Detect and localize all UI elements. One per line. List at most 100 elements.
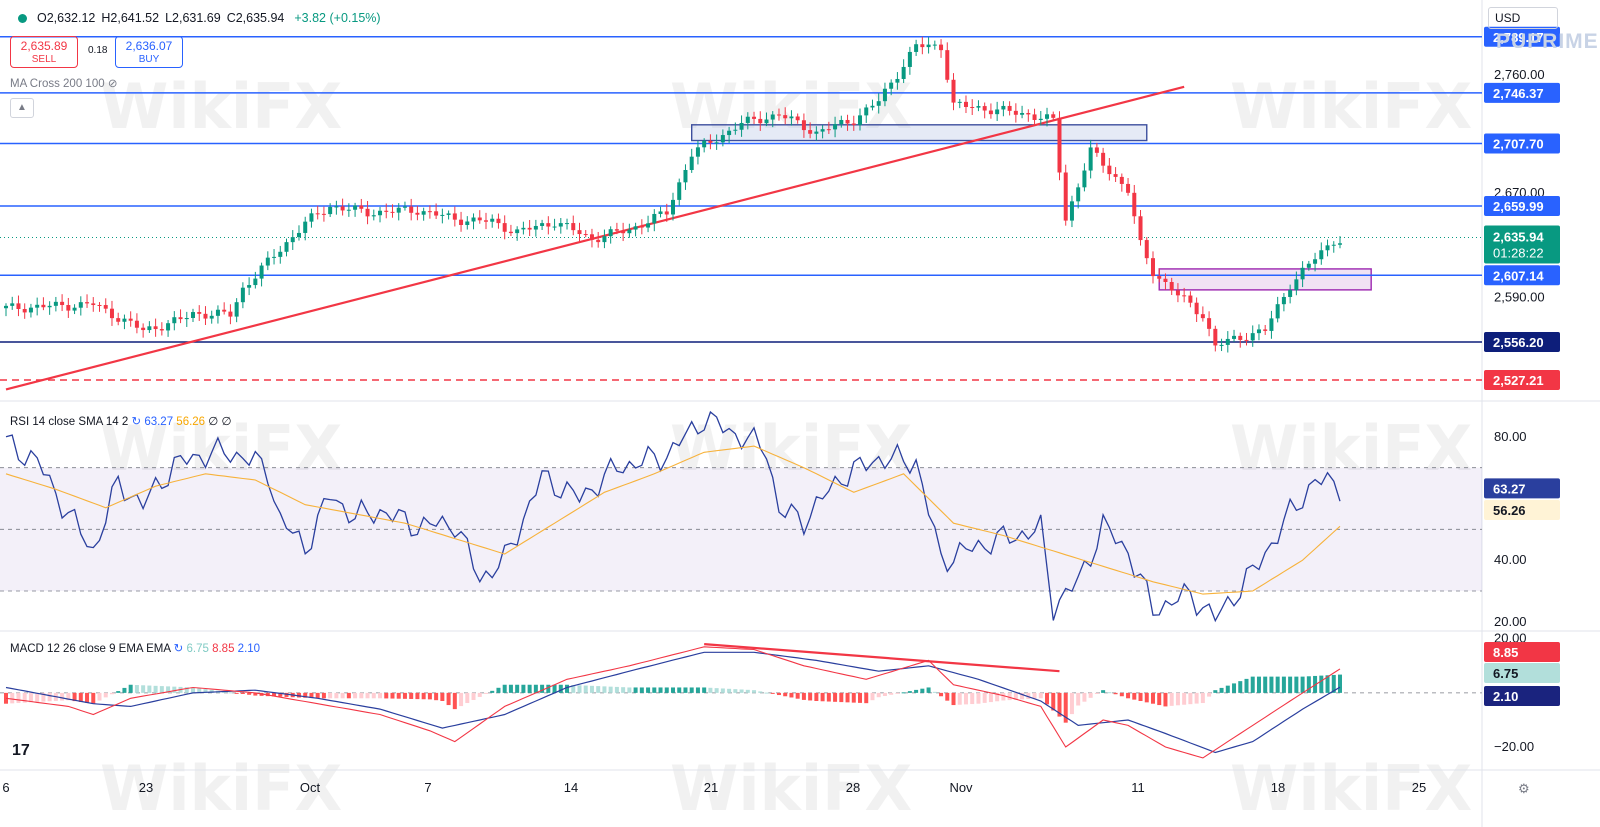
macd-hist-bar	[1088, 692, 1093, 698]
candle-body	[465, 221, 470, 225]
macd-hist-bar	[22, 692, 27, 703]
macd-signal-line	[5, 651, 1341, 754]
candle-body	[895, 78, 900, 83]
macd-hist-bar	[128, 684, 133, 693]
candle-body	[1144, 240, 1149, 259]
candle-body	[727, 130, 732, 136]
level-price-label: 2,789.17	[1493, 30, 1544, 45]
macd-hist-bar	[1126, 692, 1131, 699]
macd-value-badge	[1484, 686, 1560, 706]
macd-legend[interactable]: MACD 12 26 close 9 EMA EMA ↻ 6.75 8.85 2…	[10, 641, 260, 655]
candle-body	[197, 312, 202, 314]
macd-hist-bar	[639, 687, 644, 693]
macd-hist-bar	[465, 692, 470, 704]
candle-body	[1250, 333, 1255, 341]
macd-hist-bar	[396, 692, 401, 699]
candle-body	[16, 303, 21, 310]
candle-body	[1219, 344, 1224, 346]
eye-hidden-icon[interactable]: ⊘	[107, 78, 118, 90]
buy-button[interactable]: 2,636.07 BUY	[115, 36, 183, 68]
candle-body	[259, 265, 264, 279]
candle-body	[1126, 183, 1131, 193]
macd-hist-bar	[228, 692, 233, 694]
candle-body	[446, 213, 451, 215]
macd-hist-bar	[103, 692, 108, 698]
watermark-text: WikiFX	[100, 752, 342, 825]
candle-body	[1331, 244, 1336, 246]
candle-body	[440, 214, 445, 216]
macd-sync-icon[interactable]: ↻	[173, 643, 187, 655]
candle-body	[1175, 290, 1180, 296]
candle-body	[932, 44, 937, 46]
candle-body	[309, 213, 314, 222]
candle-body	[434, 211, 439, 216]
macd-hist-bar	[446, 692, 451, 706]
macd-hist-bar	[876, 692, 881, 698]
macd-hist-bar	[309, 692, 314, 699]
settings-sync-icon[interactable]: ↻	[131, 416, 145, 428]
macd-hist-bar	[109, 692, 114, 695]
macd-hist-bar	[452, 692, 457, 710]
candle-body	[72, 307, 77, 311]
macd-value-label: 2.10	[1493, 689, 1518, 704]
currency-select[interactable]: USD	[1488, 7, 1558, 29]
rsi-tick-label: 20.00	[1494, 614, 1527, 629]
candle-body	[1182, 295, 1187, 297]
candle-body	[733, 129, 738, 131]
rsi-legend[interactable]: RSI 14 close SMA 14 2 ↻ 63.27 56.26 ∅ ∅	[10, 414, 232, 428]
macd-hist-bar	[1294, 676, 1299, 693]
candle-body	[47, 305, 52, 308]
candle-body	[527, 227, 532, 230]
macd-hist-bar	[1026, 692, 1031, 700]
candle-body	[328, 206, 333, 215]
macd-hist-bar	[577, 685, 582, 693]
macd-hist-bar	[496, 687, 501, 693]
macd-hist-bar	[440, 692, 445, 701]
macd-hist-bar	[683, 687, 688, 693]
candle-body	[1157, 276, 1162, 279]
macd-hist-bar	[527, 684, 532, 693]
macd-hist-bar	[939, 692, 944, 697]
candle-body	[951, 79, 956, 103]
macd-hist-bar	[409, 692, 414, 699]
macd-hist-bar	[895, 692, 900, 694]
candle-body	[689, 156, 694, 170]
macd-hist-bar	[1225, 685, 1230, 693]
candle-body	[278, 251, 283, 257]
macd-hist-bar	[1175, 692, 1180, 706]
candle-body	[427, 211, 432, 213]
macd-hist-bar	[1269, 676, 1274, 693]
gear-icon[interactable]: ⚙	[1518, 781, 1530, 796]
candle-body	[783, 115, 788, 119]
macd-hist-bar	[988, 692, 993, 703]
macd-hist-bar	[833, 692, 838, 702]
candle-body	[814, 131, 819, 134]
candle-body	[851, 123, 856, 125]
candle-body	[396, 207, 401, 213]
candle-body	[764, 119, 769, 124]
macd-hist-bar	[1082, 692, 1087, 702]
watermark-text: WikiFX	[100, 412, 342, 485]
candle-body	[739, 122, 744, 130]
macd-hist-bar	[901, 692, 906, 694]
level-price-badge	[1484, 196, 1560, 217]
candle-body	[602, 236, 607, 243]
rsi-sma-line	[5, 445, 1341, 595]
macd-hist-bar	[1288, 676, 1293, 693]
tradingview-logo[interactable]: 17	[12, 742, 30, 759]
candle-body	[122, 318, 127, 322]
macd-hist-bar	[134, 685, 139, 693]
sell-button[interactable]: 2,635.89 SELL	[10, 36, 78, 68]
candle-body	[1238, 335, 1243, 340]
collapse-legend-button[interactable]: ▲	[10, 98, 34, 118]
spread-value: 0.18	[88, 45, 108, 56]
candle-body	[452, 213, 457, 220]
candle-body	[1138, 216, 1143, 241]
candle-body	[1294, 279, 1299, 291]
time-tick-label: Nov	[949, 780, 973, 795]
macd-hist-bar	[4, 692, 8, 704]
candle-body	[752, 116, 757, 119]
macd-hist-bar	[1144, 692, 1149, 703]
ma-cross-legend[interactable]: MA Cross 200 100 ⊘	[10, 76, 117, 90]
